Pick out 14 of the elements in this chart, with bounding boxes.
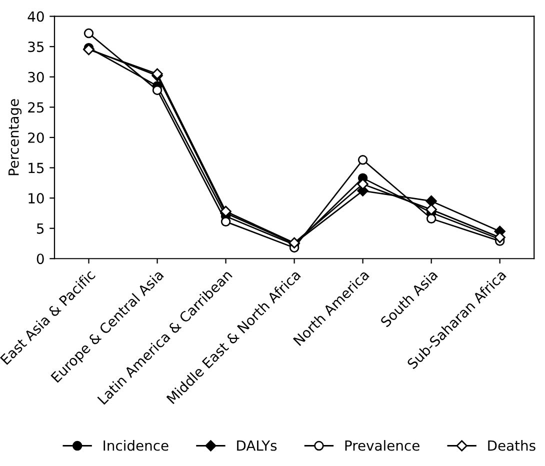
y-tick-label: 30 [28, 72, 44, 82]
y-tick-label: 5 [37, 223, 44, 234]
legend-label: DALYs [237, 440, 277, 451]
legend-label: Prevalence [345, 440, 420, 451]
legend-label: Deaths [488, 440, 536, 451]
legend-label: Incidence [104, 440, 168, 451]
y-tick-label: 15 [28, 162, 44, 174]
y-tick-label: 40 [28, 11, 44, 22]
y-tick-label: 10 [28, 193, 44, 204]
y-tick-label: 35 [28, 42, 44, 52]
y-axis-title: Percentage [8, 99, 22, 176]
y-tick-label: 0 [36, 254, 44, 264]
y-tick-label: 20 [28, 132, 44, 143]
y-tick-label: 25 [28, 102, 44, 113]
